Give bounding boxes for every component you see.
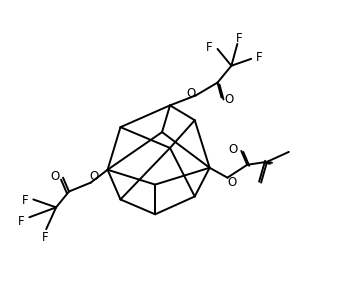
Text: F: F: [42, 231, 49, 244]
Text: F: F: [22, 194, 29, 207]
Text: F: F: [18, 215, 25, 228]
Text: O: O: [186, 87, 195, 100]
Text: O: O: [228, 176, 237, 189]
Text: O: O: [225, 93, 234, 106]
Text: F: F: [236, 31, 243, 45]
Text: F: F: [256, 51, 262, 64]
Text: O: O: [50, 170, 60, 183]
Text: O: O: [229, 144, 238, 156]
Text: O: O: [89, 170, 98, 183]
Text: F: F: [206, 41, 213, 54]
